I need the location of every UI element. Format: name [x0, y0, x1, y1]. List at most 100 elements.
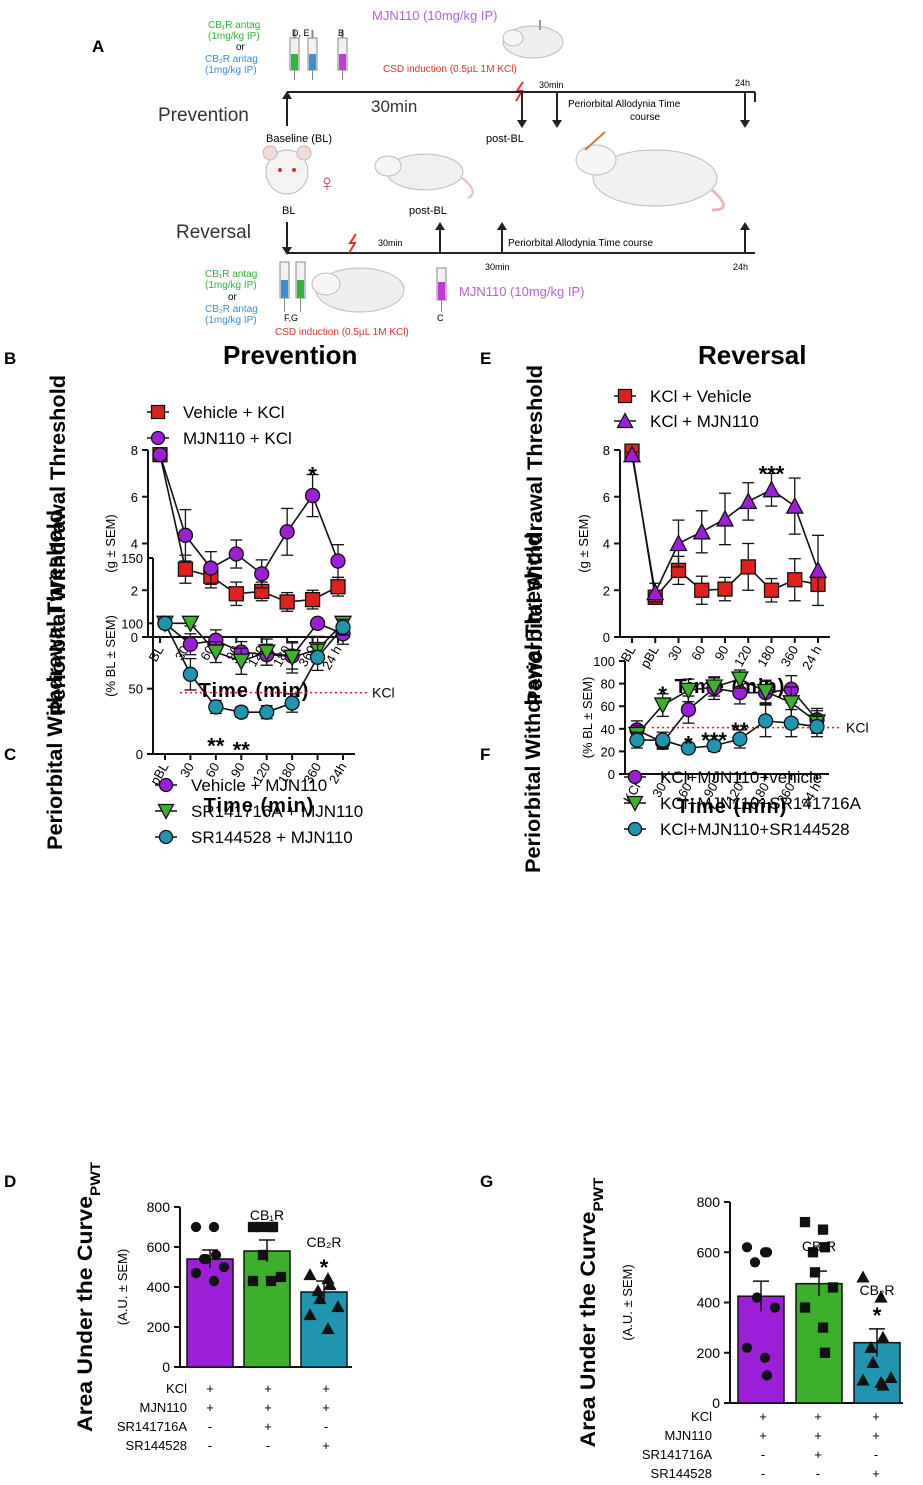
- y-axis-unit: (g ± SEM): [576, 514, 591, 572]
- y-axis-unit: (% BL ± SEM): [580, 677, 595, 759]
- x-tick-label: 24h: [326, 760, 350, 786]
- individual-point: [876, 1378, 890, 1391]
- condition-value: +: [322, 1438, 330, 1453]
- x-tick-label: 30: [665, 643, 685, 663]
- data-point: [203, 560, 219, 576]
- t24-bottom: 24h: [733, 262, 748, 272]
- y-tick-label: 800: [147, 1199, 171, 1215]
- bar-label: CB₂R: [860, 1282, 895, 1298]
- legend-label: MJN110 + KCl: [183, 429, 292, 448]
- female-symbol-icon: ♀: [318, 170, 336, 197]
- y-tick-label: 20: [601, 744, 615, 759]
- x-tick-label: 90: [701, 780, 721, 800]
- condition-value: -: [208, 1419, 212, 1434]
- cb1-antag-dose: (1mg/kg IP): [208, 31, 260, 42]
- cb1-antag-dose-bottom: (1mg/kg IP): [205, 280, 257, 291]
- y-tick-label: 60: [601, 699, 615, 714]
- data-point: [809, 718, 825, 735]
- syringe-icon: [436, 267, 447, 312]
- x-tick-label: BL: [146, 643, 167, 664]
- or-label: or: [236, 42, 246, 53]
- individual-point: [856, 1270, 870, 1283]
- mjn-dose-top: MJN110 (10mg/kg IP): [372, 8, 497, 23]
- condition-value: +: [814, 1447, 822, 1462]
- legend-marker: [158, 777, 174, 793]
- data-point: [182, 636, 199, 652]
- x-tick-label: 60: [202, 760, 222, 780]
- data-point: [279, 594, 295, 610]
- y-tick-label: 0: [162, 1359, 170, 1375]
- condition-value: +: [872, 1428, 880, 1443]
- y-axis-unit: (% BL ± SEM): [103, 615, 118, 697]
- csd-label-top: CSD induction (0.5µL 1M KCl): [383, 64, 517, 75]
- data-point: [680, 701, 697, 718]
- syringe-label-de: D, E: [292, 28, 310, 38]
- individual-point: [218, 1261, 230, 1273]
- individual-point: [255, 1221, 267, 1233]
- panel-a-schematic: A D, E B CB₁R antag (1mg/kg IP) or CB₂R …: [92, 8, 756, 338]
- data-point: [228, 546, 244, 562]
- individual-point: [200, 1253, 212, 1265]
- data-point: [206, 644, 225, 662]
- condition-value: -: [761, 1447, 765, 1462]
- individual-point: [809, 1267, 821, 1278]
- chart-title: Reversal: [698, 340, 806, 370]
- data-point: [157, 615, 173, 631]
- significance-star: **: [731, 718, 749, 743]
- cb2-antag-label-bottom: CB₂R antag: [205, 304, 258, 315]
- condition-label: SR144528: [651, 1466, 712, 1481]
- t24-top: 24h: [735, 78, 750, 88]
- data-point: [257, 644, 276, 662]
- y-axis-unit: (A.U. ± SEM): [620, 1264, 635, 1340]
- bl-label: BL: [282, 205, 295, 217]
- panel-label: G: [480, 1172, 493, 1191]
- y-axis-label: Periorbital Withdrawal Threshold: [522, 533, 545, 873]
- individual-point: [751, 1292, 763, 1303]
- y-tick-label: 0: [603, 630, 610, 645]
- individual-point: [819, 1347, 831, 1358]
- panel-label: B: [4, 349, 16, 368]
- data-point: [622, 445, 642, 463]
- y-tick-label: 50: [129, 682, 143, 697]
- legend-marker: [616, 412, 634, 429]
- significance-star: *: [684, 731, 693, 756]
- individual-point: [761, 1247, 773, 1258]
- data-point: [756, 683, 775, 701]
- condition-value: +: [264, 1400, 272, 1415]
- legend-label: KCl+MJN110+vehicle: [660, 768, 822, 787]
- data-point: [715, 509, 735, 527]
- condition-value: +: [814, 1428, 822, 1443]
- x-tick-label: 120: [731, 643, 755, 669]
- data-point: [762, 480, 781, 498]
- significance-star: ***: [759, 461, 785, 486]
- x-tick-label: pBL: [637, 643, 662, 671]
- bar-chart-d: D 0 200 400 600 800 Area Under the CurvePWT (A.…: [4, 1162, 352, 1453]
- y-tick-label: 4: [603, 537, 610, 552]
- legend-label: SR141716A + MJN110: [191, 802, 363, 821]
- reversal-label: Reversal: [176, 222, 251, 243]
- individual-point: [313, 1292, 327, 1305]
- y-tick-label: 100: [121, 616, 143, 631]
- individual-point: [311, 1284, 325, 1297]
- individual-point: [247, 1275, 259, 1287]
- post-bl-middle: post-BL: [409, 205, 447, 217]
- y-tick-label: 150: [121, 551, 143, 566]
- bar-label: CB₂R: [307, 1234, 342, 1250]
- significance-star: *: [873, 1303, 882, 1328]
- individual-point: [856, 1373, 870, 1386]
- condition-value: +: [264, 1419, 272, 1434]
- condition-value: -: [761, 1466, 765, 1481]
- data-point: [330, 579, 346, 595]
- prevention-label: Prevention: [158, 105, 249, 126]
- syringe-label-b: B: [338, 28, 344, 38]
- y-tick-label: 600: [697, 1244, 721, 1260]
- t30-top: 30min: [539, 80, 564, 90]
- data-point: [152, 447, 168, 463]
- legend-label: SR144528 + MJN110: [191, 828, 353, 847]
- y-tick-label: 8: [603, 443, 610, 458]
- y-axis-label: Periorbital Withdrawal Threshold: [524, 365, 547, 705]
- y-tick-label: 0: [712, 1395, 720, 1411]
- individual-point: [208, 1275, 220, 1287]
